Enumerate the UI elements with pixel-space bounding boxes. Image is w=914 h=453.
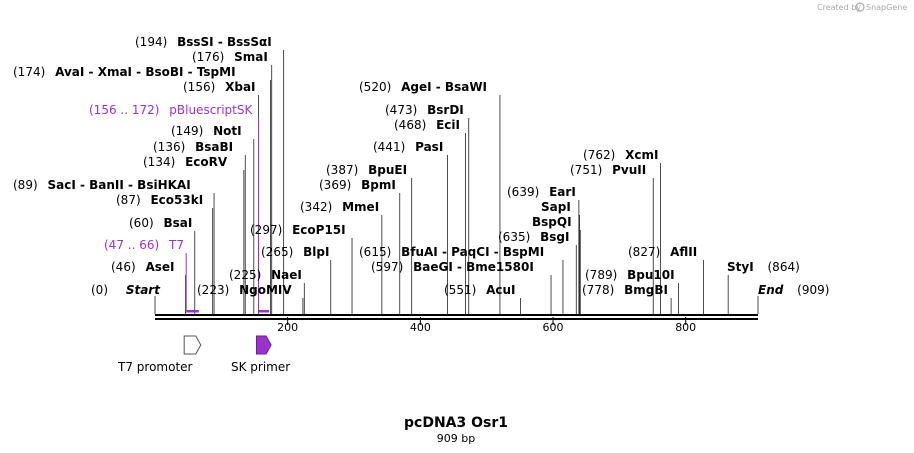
site-label-aflii[interactable]: (827) AflII	[628, 245, 697, 259]
site-label-acui[interactable]: (551) AcuI	[444, 283, 516, 297]
site-label-ngomiv[interactable]: (223) NgoMIV	[197, 283, 292, 297]
site-label-blpi[interactable]: (265) BlpI	[261, 245, 329, 259]
axis-tick-label-200: 200	[277, 321, 298, 334]
site-label-noti[interactable]: (149) NotI	[171, 124, 242, 138]
site-label-bspqi[interactable]: BspQI	[532, 215, 572, 229]
primer-marks	[185, 118, 270, 313]
site-label-ecii[interactable]: (468) EciI	[394, 118, 460, 132]
site-label-mmei[interactable]: (342) MmeI	[300, 200, 379, 214]
site-label-naei[interactable]: (225) NaeI	[229, 268, 302, 282]
site-label-avai[interactable]: (174) AvaI - XmaI - BsoBI - TspMI	[13, 65, 236, 79]
site-label-xbai[interactable]: (156) XbaI	[183, 80, 256, 94]
site-label-bfuai[interactable]: (615) BfuAI - PaqCI - BspMI	[359, 245, 544, 259]
ruler: 200 400 600 800	[155, 314, 758, 334]
site-label-pasi[interactable]: (441) PasI	[373, 140, 443, 154]
site-label-eari[interactable]: (639) EarI	[507, 185, 576, 199]
snapgene-logo-icon	[855, 2, 865, 12]
site-label-bsrdi[interactable]: (473) BsrDI	[385, 103, 464, 117]
map-subtitle: 909 bp	[437, 432, 475, 445]
site-label-pvuii[interactable]: (751) PvuII	[570, 163, 646, 177]
site-label-bsabi[interactable]: (136) BsaBI	[153, 140, 233, 154]
primer-bar-0	[258, 310, 270, 313]
site-label-bsssi[interactable]: (194) BssSI - BssSαI	[135, 35, 272, 49]
snapgene-brand: Created by SnapGene	[817, 2, 907, 12]
map-title: pcDNA3 Osr1	[404, 415, 508, 431]
t7-promoter-arrow[interactable]	[183, 335, 202, 355]
site-label-sapi[interactable]: SapI	[541, 200, 571, 214]
feature-label-sk-primer: SK primer	[231, 360, 290, 374]
terminal-label-end: End (909)	[758, 283, 829, 297]
site-labels: (194) BssSI - BssSαI (176) SmaI (174) Av…	[13, 35, 829, 297]
site-label-styi[interactable]: StyI (864)	[727, 260, 800, 274]
site-label-asei[interactable]: (46) AseI	[111, 260, 175, 274]
site-label-bpu10i[interactable]: (789) Bpu10I	[585, 268, 675, 282]
site-label-bpuei[interactable]: (387) BpuEI	[326, 163, 407, 177]
site-label-ecorv[interactable]: (134) EcoRV	[143, 155, 228, 169]
brand-app: SnapGene	[866, 3, 907, 12]
site-label-smai[interactable]: (176) SmaI	[192, 50, 268, 64]
site-label-bsai[interactable]: (60) BsaI	[129, 216, 192, 230]
site-label-eco53ki[interactable]: (87) Eco53kI	[116, 193, 203, 207]
axis-tick-label-400: 400	[410, 321, 431, 334]
site-label-baegi[interactable]: (597) BaeGI - Bme1580I	[371, 260, 534, 274]
primer-bar-1	[186, 310, 199, 313]
site-label-bpmi[interactable]: (369) BpmI	[319, 178, 396, 192]
terminal-label-start: (0) Start	[91, 283, 161, 297]
axis-ticks: 200 400 600 800	[277, 317, 696, 334]
primer-label-pbluescriptsk[interactable]: (156 .. 172) pBluescriptSK	[89, 103, 253, 117]
brand-created-by: Created by	[817, 3, 861, 12]
site-label-bmgbi[interactable]: (778) BmgBI	[582, 283, 668, 297]
primer-label-t7[interactable]: (47 .. 66) T7	[104, 238, 184, 252]
site-label-ecop15i[interactable]: (297) EcoP15I	[250, 223, 346, 237]
feature-t7-promoter[interactable]: T7 promoter	[117, 335, 202, 374]
feature-label-t7-promoter: T7 promoter	[117, 360, 193, 374]
site-label-agei[interactable]: (520) AgeI - BsaWI	[359, 80, 487, 94]
site-label-bsgi[interactable]: (635) BsgI	[498, 230, 569, 244]
site-label-xcmi[interactable]: (762) XcmI	[583, 148, 658, 162]
axis-tick-label-800: 800	[675, 321, 696, 334]
axis-tick-label-600: 600	[543, 321, 564, 334]
site-label-saci[interactable]: (89) SacI - BanII - BsiHKAI	[13, 178, 191, 192]
sk-primer-arrow[interactable]	[255, 335, 272, 355]
feature-sk-primer[interactable]: SK primer	[231, 335, 290, 374]
features: T7 promoter SK primer	[117, 335, 290, 374]
